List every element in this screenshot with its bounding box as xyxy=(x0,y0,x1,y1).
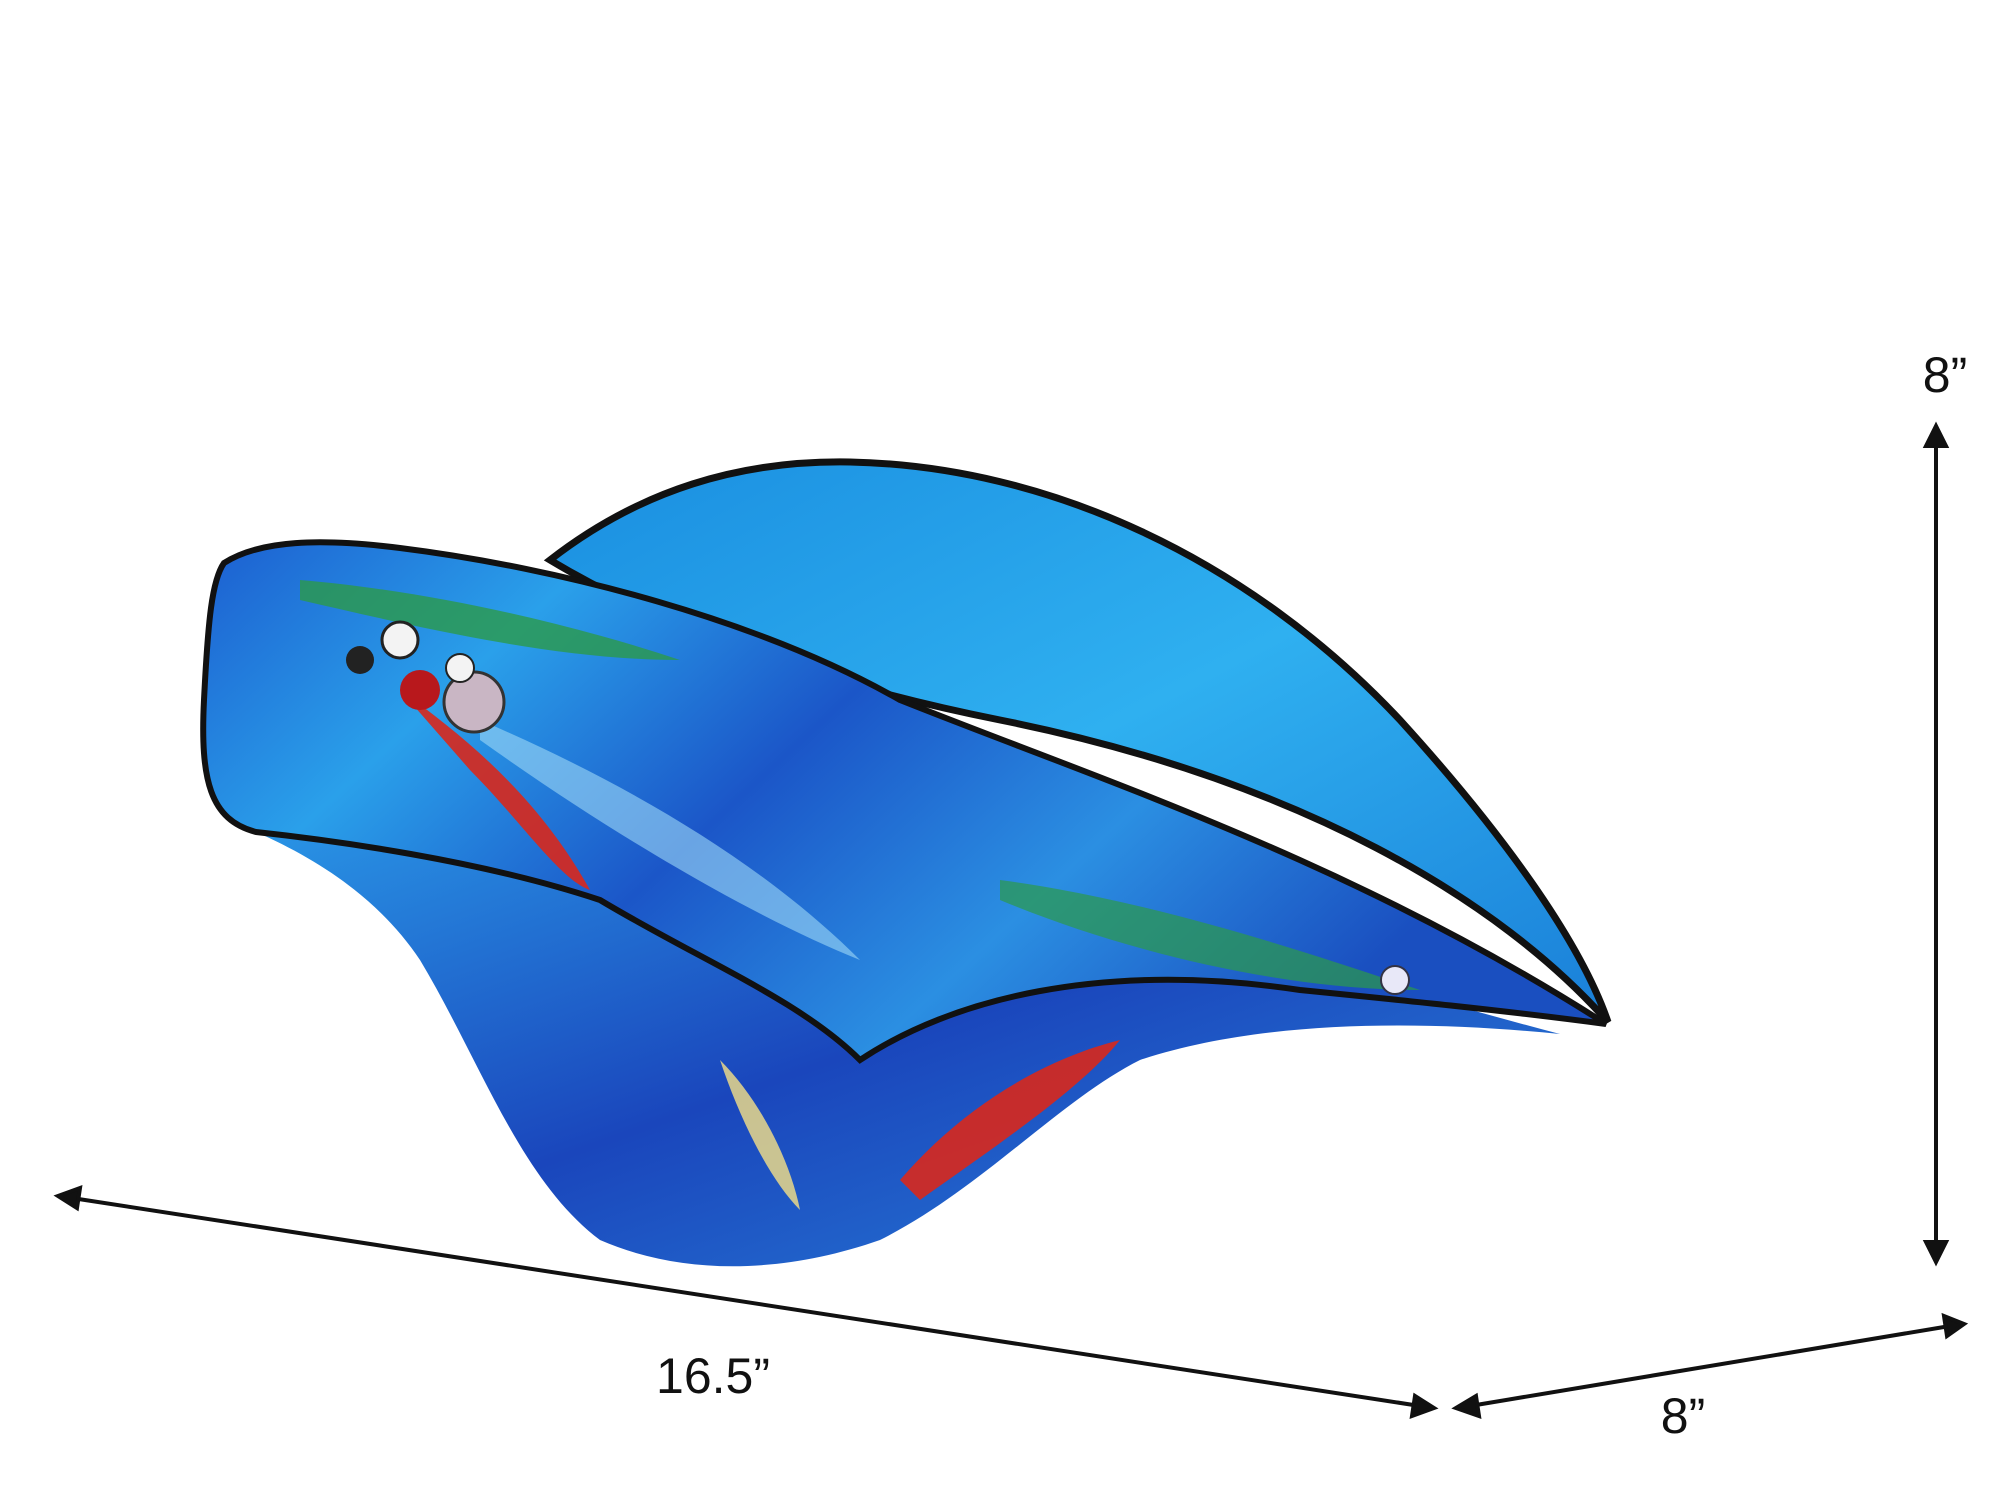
width-label: 16.5” xyxy=(656,1348,770,1404)
light-swirl xyxy=(480,720,860,960)
height-dimension-arrow xyxy=(1922,421,1950,1267)
bowl-front-rim xyxy=(200,539,1608,1064)
red-swirl xyxy=(400,690,590,890)
red-swirl xyxy=(900,1040,1120,1200)
green-swirl xyxy=(300,580,680,660)
millefiori-cluster xyxy=(346,620,1410,995)
green-swirl xyxy=(1000,880,1420,990)
yellow-swirl xyxy=(720,1060,800,1210)
depth-label: 8” xyxy=(1660,1388,1706,1444)
bowl-back-flap xyxy=(543,458,1612,1025)
depth-dimension-arrow xyxy=(1451,1312,1969,1419)
width-dimension-arrow xyxy=(53,1184,1439,1420)
height-label: 8” xyxy=(1922,347,1968,403)
